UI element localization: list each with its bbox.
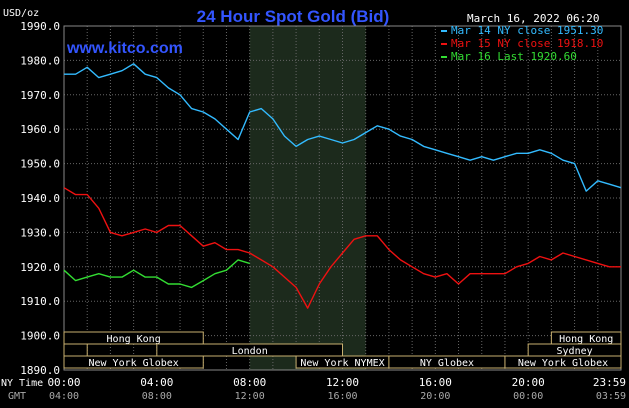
x-tick-label-gmt: 20:00 [420,391,450,402]
y-tick-labels: 1990.0 1980.0 1970.0 1960.0 1950.0 1940.0 1930… [20,20,60,377]
y-tick-label: 1890.0 [20,364,60,377]
session-label: Hong Kong [559,334,613,345]
session-bar [156,343,343,357]
session-bar [63,331,204,345]
series-lines [63,63,622,309]
session-label: New York NYMEX [300,358,384,369]
y-tick-label: 1950.0 [20,158,60,171]
y-tick-label: 1980.0 [20,54,60,67]
series-line [63,259,250,289]
legend-label: Mar 15 NY close 1918.10 [451,37,603,50]
y-tick-label: 1920.0 [20,261,60,274]
y-tick-label: 1970.0 [20,89,60,102]
series-line [64,63,622,192]
session-bar [504,355,622,369]
x-tick-labels: 00:00 04:00 04:00 08:00 08:00 12:00 12:00 16:00… [47,376,626,402]
session-bars: Hong Kong London New York Globex New York N… [63,331,622,369]
x-tick-label-ny: 23:59 [593,376,626,389]
series-line [63,187,621,309]
x-tick-label-ny: 16:00 [419,376,452,389]
watermark-text: www.kitco.com [66,40,183,57]
legend-label: Mar 16 Last 1920.60 [451,50,577,63]
plot-border [63,25,622,371]
y-tick-label: 1930.0 [20,226,60,239]
x-tick-label-gmt: 03:59 [596,391,626,402]
ny-time-row-label: NY Time [1,378,43,389]
y-unit-label: USD/oz [3,8,39,19]
gmt-row-label: GMT [8,391,26,402]
x-tick-label-ny: 04:00 [140,376,173,389]
y-tick-label: 1990.0 [20,20,60,33]
timestamp-text: March 16, 2022 06:20 [467,12,599,25]
y-tick-label: 1960.0 [20,123,60,136]
x-tick-label-ny: 08:00 [233,376,266,389]
session-label: New York Globex [88,358,178,369]
chart-title: 24 Hour Spot Gold (Bid) [197,7,390,26]
y-tick-label: 1900.0 [20,330,60,343]
session-label: Sydney [557,346,593,357]
x-tick-label-gmt: 00:00 [513,391,543,402]
grid-lines [63,25,622,371]
session-label: Hong Kong [107,334,161,345]
x-tick-label-ny: 20:00 [512,376,545,389]
session-label: NY Globex [420,358,474,369]
x-tick-label-gmt: 04:00 [49,391,79,402]
y-tick-label: 1910.0 [20,295,60,308]
session-bar [63,355,204,369]
x-tick-label-gmt: 16:00 [327,391,357,402]
y-tick-label: 1940.0 [20,192,60,205]
legend-label: Mar 14 NY close 1951.30 [451,24,603,37]
session-label: New York Globex [518,358,608,369]
session-bar [63,343,88,357]
x-tick-label-ny: 00:00 [47,376,80,389]
x-tick-label-gmt: 12:00 [235,391,265,402]
x-tick-label-ny: 12:00 [326,376,359,389]
x-tick-label-gmt: 08:00 [142,391,172,402]
session-label: London [232,346,268,357]
